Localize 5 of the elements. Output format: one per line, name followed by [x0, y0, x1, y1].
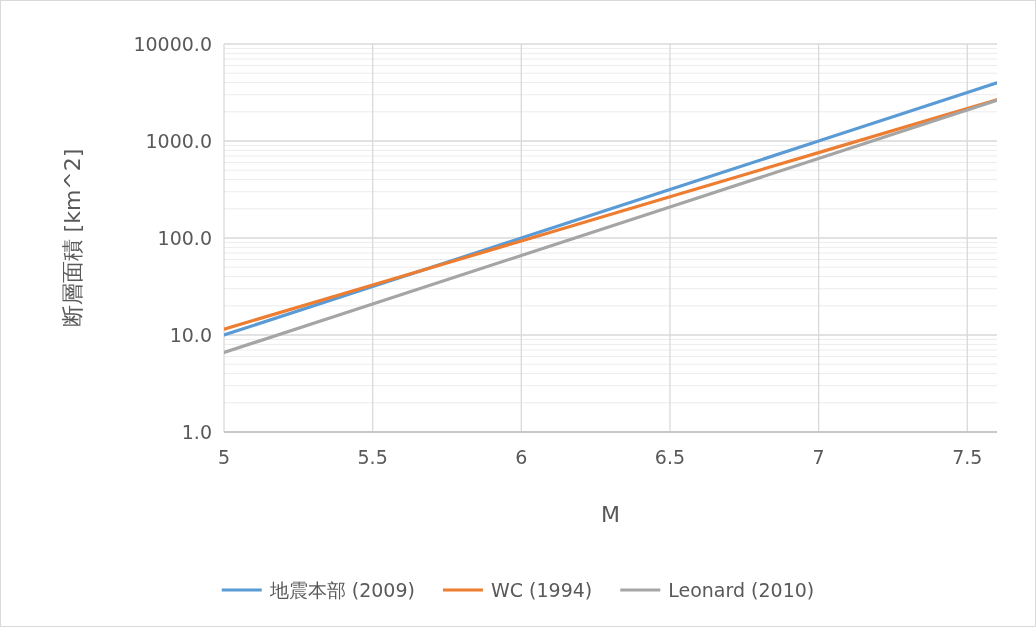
y-axis-title: 断層面積 [km^2]: [60, 148, 85, 328]
x-axis-title: M: [601, 502, 620, 527]
legend-label: Leonard (2010): [668, 579, 815, 601]
legend-label: WC (1994): [490, 579, 593, 601]
legend-label: 地震本部 (2009): [268, 579, 415, 601]
